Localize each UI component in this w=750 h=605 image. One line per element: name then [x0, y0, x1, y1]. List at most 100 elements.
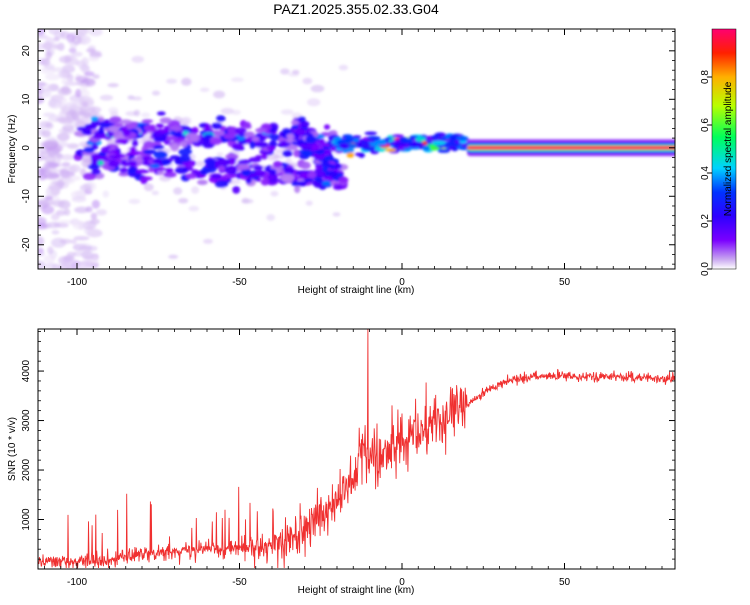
spectrogram-cell — [67, 143, 79, 150]
spectrogram-cell — [284, 142, 291, 147]
spectrogram-x-tick-label: 0 — [399, 277, 405, 288]
spectrogram-cell — [300, 145, 313, 150]
spectrogram-cell — [161, 159, 171, 166]
spectrogram-cell — [206, 160, 216, 169]
spectrogram-cell — [318, 138, 325, 144]
spectrogram-cell — [188, 205, 200, 212]
spectrogram-y-tick-label: 20 — [21, 45, 32, 57]
spectrogram-x-tick-label: -100 — [67, 277, 87, 288]
spectrogram-cell — [71, 51, 83, 57]
spectrogram-y-ticks: -20 -10 0 10 20 — [21, 31, 675, 265]
spectrogram-y-tick-label: -20 — [21, 237, 32, 252]
spectrogram-cell — [102, 190, 110, 198]
spectrogram-frame — [37, 28, 676, 270]
spectrogram-carrier-band — [467, 146, 675, 149]
spectrogram-cell — [70, 239, 77, 245]
spectrogram-cell — [358, 142, 371, 148]
spectrogram-cell — [339, 143, 350, 150]
spectrogram-cell — [255, 155, 263, 159]
spectrogram-cell — [83, 228, 93, 235]
spectrogram-cell — [131, 96, 142, 101]
colorbar-tick-label: 0.6 — [700, 118, 711, 132]
spectrogram-cell — [39, 166, 50, 174]
spectrogram-cell — [89, 218, 100, 225]
spectrogram-cell — [51, 213, 60, 221]
spectrogram-cell — [213, 90, 226, 99]
spectrogram-cell — [254, 170, 266, 176]
spectrogram-cell — [269, 133, 280, 141]
spectrogram-cell — [92, 134, 106, 139]
spectrogram-cell — [81, 222, 96, 228]
spectrogram-cell — [57, 178, 64, 188]
spectrogram-cell — [143, 140, 155, 149]
spectrogram-cell — [153, 150, 168, 159]
spectrogram-cell — [66, 251, 76, 257]
spectrogram-cell — [96, 209, 107, 216]
spectrogram-cell — [88, 56, 99, 62]
spectrogram-cell — [53, 36, 60, 42]
spectrogram-cell — [81, 101, 89, 107]
spectrogram-cell — [57, 42, 65, 51]
spectrogram-cell — [394, 142, 405, 146]
spectrogram-cell — [437, 148, 451, 153]
spectrogram-cell — [40, 58, 51, 66]
spectrogram-cell — [59, 238, 72, 244]
spectrogram-cell — [204, 123, 211, 132]
spectrogram-cell — [97, 160, 105, 166]
spectrogram-cell — [98, 152, 107, 157]
spectrogram-cell — [48, 83, 59, 92]
spectrogram-cell — [322, 149, 332, 154]
spectrogram-cell — [38, 93, 44, 102]
spectrogram-cell — [305, 135, 317, 144]
spectrogram-cell — [38, 260, 46, 269]
spectrogram-cell — [352, 135, 362, 139]
spectrogram-cell — [103, 119, 110, 124]
spectrogram-cell — [131, 139, 139, 147]
spectrogram-cell — [92, 74, 100, 79]
spectrogram-cell — [119, 167, 128, 174]
spectrogram-cell — [43, 161, 59, 169]
spectrogram-cell — [199, 87, 210, 93]
spectrogram-cell — [63, 256, 75, 262]
spectrogram-cell — [178, 148, 193, 156]
spectrogram-cell — [135, 169, 150, 174]
spectrogram-cell — [152, 132, 163, 137]
spectrogram-cell — [168, 254, 179, 259]
spectrogram-cell — [338, 64, 349, 71]
spectrogram-cell — [164, 135, 178, 141]
spectrogram-cell — [88, 106, 96, 113]
spectrogram-cell — [38, 29, 46, 36]
spectrogram-cell — [234, 127, 247, 134]
spectrogram-cell — [280, 68, 290, 75]
spectrogram-cell — [307, 171, 317, 179]
snr-x-axis-label: Height of straight line (km) — [298, 585, 415, 596]
spectrogram-cell — [197, 179, 208, 185]
spectrogram-cell — [267, 174, 276, 180]
spectrogram-cell — [38, 34, 49, 40]
spectrogram-cell — [99, 122, 111, 128]
spectrogram-cell — [60, 172, 72, 180]
spectrogram-cell — [151, 90, 161, 96]
spectrogram-cell — [83, 146, 95, 153]
spectrogram-cell — [38, 155, 45, 162]
spectrogram-cell — [80, 89, 90, 98]
spectrogram-cell — [38, 81, 47, 87]
spectrogram-cell — [61, 78, 73, 86]
spectrogram-cell — [43, 254, 56, 264]
spectrogram-cell — [119, 119, 132, 124]
spectrogram-cell — [65, 110, 78, 120]
spectrogram-cell — [58, 55, 72, 64]
spectrogram-cell — [56, 132, 70, 142]
spectrogram-cell — [44, 195, 53, 201]
spectrogram-cell — [273, 160, 282, 168]
spectrogram-cell — [84, 71, 95, 77]
colorbar-ticks: 0.0 0.2 0.4 0.6 0.8 — [700, 70, 712, 276]
spectrogram-cell — [87, 110, 99, 117]
spectrogram-cell — [249, 140, 256, 149]
spectrogram-y-axis-label: Frequency (Hz) — [7, 115, 18, 184]
spectrogram-cell — [91, 168, 101, 175]
spectrogram-cell — [42, 88, 52, 98]
spectrogram-cell — [366, 136, 381, 140]
spectrogram-cell — [78, 95, 91, 105]
